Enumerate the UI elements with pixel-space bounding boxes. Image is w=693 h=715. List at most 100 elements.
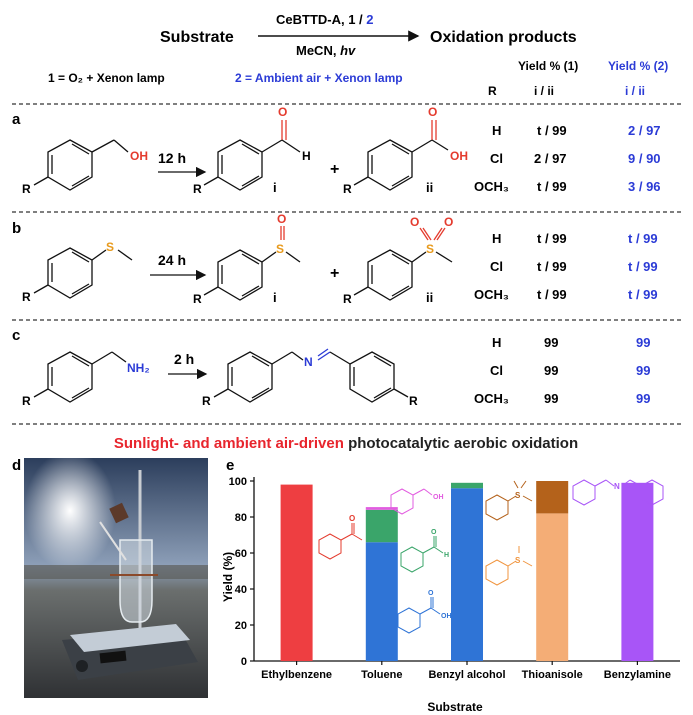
bar-benzyl-alcohol-1 [451, 482, 483, 489]
thioanisole-structure [33, 247, 133, 299]
row-b2-R: Cl [490, 259, 503, 274]
substrate-a-R: R [22, 182, 31, 196]
imine-structure [213, 348, 409, 403]
chart-bars [280, 481, 654, 665]
photo-flask [119, 539, 153, 623]
col-yield-2: Yield % (2) [608, 59, 668, 73]
row-b2-y1: t / 99 [537, 259, 567, 274]
product-b-i-label: i [273, 290, 277, 305]
sulfone-O-left: O [410, 215, 419, 229]
panel-a-table: H t / 99 2 / 97 Cl 2 / 97 9 / 90 OCH₃ t … [474, 123, 661, 194]
sulfoxide-O: O [277, 212, 286, 226]
panel-c-letter: c [12, 327, 20, 344]
y-tick-label: 60 [235, 548, 247, 560]
row-c2-y2: 99 [636, 363, 650, 378]
inset-sulfoxide-S: S [515, 556, 521, 565]
panel-b-letter: b [12, 220, 21, 237]
panel-e-letter: e [226, 457, 234, 474]
condition-1: 1 = O₂ + Xenon lamp [48, 71, 165, 85]
bar-ethylbenzene-0 [280, 484, 313, 661]
row-a1-y2: 2 / 97 [628, 123, 661, 138]
row-c1-y1: 99 [544, 335, 558, 350]
col-yield-1: Yield % (1) [518, 59, 578, 73]
sulfone-S: S [426, 242, 434, 256]
solvent-label: MeCN, hv [296, 43, 356, 58]
row-b3-y1: t / 99 [537, 287, 567, 302]
inset-benzoic-acid-OH: OH [441, 613, 452, 620]
inset-sulfone-S: S [515, 491, 521, 500]
photo-horizon [24, 565, 208, 579]
y-tick-label: 40 [235, 584, 247, 596]
imine-N: N [304, 355, 313, 369]
benzoic-acid-O: O [428, 105, 437, 119]
panel-b-plus: + [330, 265, 339, 282]
sulfoxide-R: R [193, 292, 202, 306]
col-sub-1: i / ii [534, 84, 554, 98]
inset-imine [572, 479, 664, 506]
panel-c: c NH₂ R 2 h [12, 327, 650, 408]
x-tick-label: Thioanisole [522, 669, 583, 681]
bar-toluene-2 [365, 507, 398, 510]
benzoic-acid-OH: OH [450, 149, 468, 163]
inset-benzyl-alcohol-OH: OH [433, 494, 444, 501]
photo-septum [109, 502, 129, 524]
row-c3-y2: 99 [636, 391, 650, 406]
inset-sulfoxide [485, 546, 533, 586]
substrate-a-OH: OH [130, 149, 148, 163]
panel-b-table: H t / 99 t / 99 Cl t / 99 t / 99 OCH₃ t … [474, 231, 658, 302]
benzoic-acid-structure [353, 120, 449, 191]
panel-a-letter: a [12, 111, 21, 128]
bar-benzylamine-0 [621, 482, 654, 661]
panel-e: e Yield (%) Substrate 0 20 40 60 80 100 Ethyl… [221, 457, 680, 714]
inset-sulfone [485, 480, 533, 521]
product-b-ii-label: ii [426, 290, 433, 305]
photo-stirrer-top [70, 624, 190, 652]
products-label: Oxidation products [430, 29, 577, 46]
panel-c-table: H 99 99 Cl 99 99 OCH₃ 99 99 [474, 335, 650, 406]
col-R: R [488, 84, 497, 98]
benzaldehyde-R: R [193, 182, 202, 196]
benzylamine-NH2: NH₂ [127, 361, 150, 375]
substrate-label: Substrate [160, 29, 234, 46]
thioanisole-S: S [106, 240, 114, 254]
benzyl-alcohol-structure [33, 139, 129, 191]
inset-imine-N: N [614, 482, 620, 491]
col-sub-2: i / ii [625, 84, 645, 98]
sulfoxide-S: S [276, 242, 284, 256]
y-axis-title: Yield (%) [221, 552, 235, 602]
row-a3-y2: 3 / 96 [628, 179, 661, 194]
inset-acetophenone [318, 523, 363, 560]
x-tick-label: Toluene [361, 669, 402, 681]
inset-benzaldehyde-O: O [431, 529, 437, 536]
inset-benzoic-acid-O: O [428, 590, 434, 597]
dashed-separators [12, 103, 683, 425]
row-c3-R: OCH₃ [474, 391, 509, 406]
inset-benzoic-acid [397, 597, 441, 634]
photo-stirrer-display [99, 650, 127, 664]
panel-b: b S R 24 h S O R i + [12, 212, 658, 306]
row-c3-y1: 99 [544, 391, 558, 406]
photo-needle [99, 521, 127, 561]
benzoic-acid-R: R [343, 182, 352, 196]
row-b1-y2: t / 99 [628, 231, 658, 246]
panel-d: d [12, 457, 208, 698]
benzaldehyde-structure [203, 120, 301, 191]
panel-c-time: 2 h [174, 351, 194, 367]
footer-title: Sunlight- and ambient air-driven photoca… [114, 435, 578, 452]
row-a2-y2: 9 / 90 [628, 151, 661, 166]
sulfoxide-structure [203, 226, 301, 301]
panel-a-time: 12 h [158, 150, 186, 166]
row-b3-R: OCH₃ [474, 287, 509, 302]
bar-benzyl-alcohol-0 [451, 488, 483, 661]
y-tick-label: 80 [235, 512, 247, 524]
x-tick-label: Benzyl alcohol [428, 669, 505, 681]
panel-a-plus: + [330, 161, 339, 178]
reaction-header: Substrate CeBTTD-A, 1 / 2 MeCN, hv Oxida… [48, 12, 668, 98]
x-tick-label: Ethylbenzene [261, 669, 332, 681]
panel-d-letter: d [12, 457, 21, 474]
bar-thioanisole-1 [536, 481, 569, 514]
condition-2-number: 2 [366, 12, 373, 27]
benzaldehyde-O: O [278, 105, 287, 119]
inset-benzaldehyde [400, 536, 444, 573]
benzaldehyde-H: H [302, 149, 311, 163]
